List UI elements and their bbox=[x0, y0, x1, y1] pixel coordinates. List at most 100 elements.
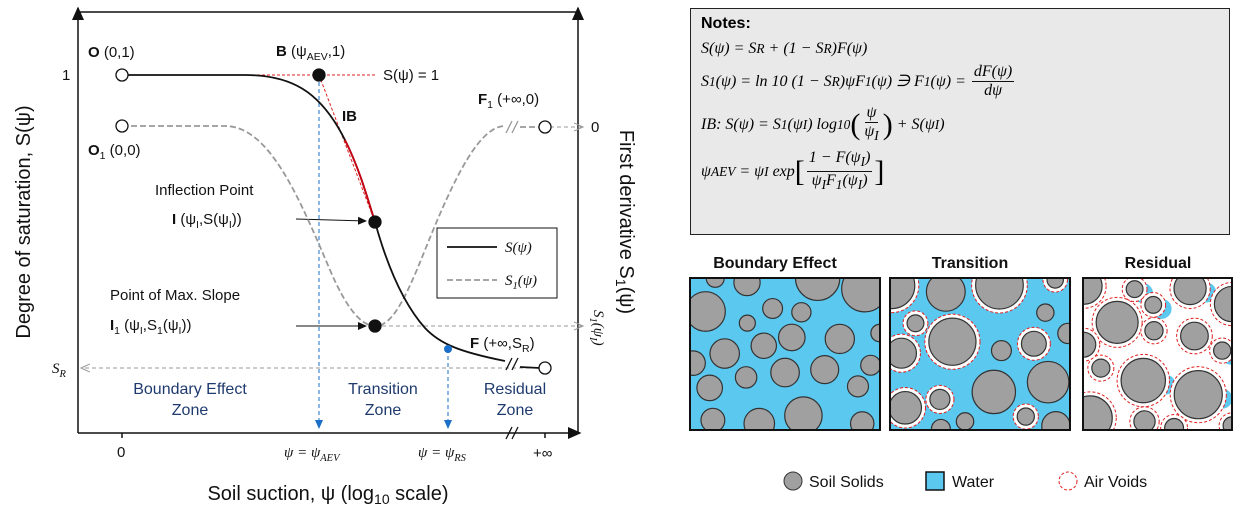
legend-label: S1(ψ) bbox=[505, 273, 537, 292]
soil-solid bbox=[791, 302, 812, 323]
text-run: Zone bbox=[365, 402, 402, 419]
text-run: 1 bbox=[100, 150, 106, 162]
text-run: Boundary Effect bbox=[133, 381, 247, 398]
text-run: S bbox=[701, 72, 709, 90]
text-run: 1 − F(ψ bbox=[808, 149, 861, 167]
soil-solid bbox=[890, 278, 916, 310]
bracket: ( bbox=[850, 107, 861, 141]
text-run: 0 bbox=[591, 119, 599, 136]
text-run: (0,1) bbox=[100, 44, 135, 61]
tick-label: S1(ψI) bbox=[587, 310, 606, 346]
text-run: ψ bbox=[701, 162, 711, 180]
soil-solid bbox=[928, 317, 977, 366]
subscript: 1 bbox=[923, 73, 931, 89]
subscript: 1 bbox=[780, 116, 788, 132]
zone-label: Transition bbox=[348, 381, 418, 398]
text-run: scale) bbox=[390, 483, 449, 505]
text-run: + S(ψ bbox=[892, 115, 935, 133]
soil-solid bbox=[734, 366, 758, 389]
legend-label: Water bbox=[952, 474, 995, 491]
text-run: I bbox=[140, 325, 143, 337]
tick-label: 0 bbox=[117, 444, 125, 461]
text-run: ) bbox=[530, 335, 535, 352]
text-run: S(ψ) = 1 bbox=[383, 67, 439, 84]
tick-label: ψ = ψAEV bbox=[284, 445, 341, 464]
text-run: ψ = ψ bbox=[418, 445, 455, 461]
text-run: 10 bbox=[374, 491, 390, 507]
point-label: B (ψAEV,1) bbox=[276, 43, 345, 63]
text-run: S bbox=[590, 310, 606, 318]
text-run: (ψ bbox=[287, 43, 307, 60]
tick-label: 1 bbox=[62, 67, 70, 84]
text-run: I bbox=[196, 219, 199, 231]
text-run: Transition bbox=[932, 255, 1008, 272]
subscript: I bbox=[857, 177, 863, 193]
soil-solid bbox=[696, 374, 724, 402]
soil-solid bbox=[929, 388, 951, 411]
numerator: dF(ψ) bbox=[971, 63, 1015, 82]
soil-solid bbox=[975, 278, 1024, 310]
denominator: ψIF1(ψI) bbox=[810, 172, 870, 194]
soil-solid bbox=[1133, 410, 1156, 430]
text-run: Soil suction, ψ (log bbox=[207, 483, 374, 505]
legend-label: Air Voids bbox=[1084, 474, 1147, 491]
text-run: (ψ bbox=[163, 317, 179, 334]
notes-title: Notes: bbox=[701, 15, 751, 32]
text-run: 1 bbox=[62, 67, 70, 84]
soil-solid bbox=[743, 407, 776, 430]
zone-label: Boundary Effect bbox=[133, 381, 247, 398]
text-run: F bbox=[470, 335, 479, 352]
text-run: Transition bbox=[348, 381, 418, 398]
text-run: ψ bbox=[811, 172, 822, 190]
soil-solid bbox=[1095, 300, 1139, 344]
legend-box bbox=[436, 227, 558, 299]
soil-solid bbox=[1173, 278, 1207, 306]
panel-frame bbox=[689, 277, 881, 431]
text-run: (ψ) bbox=[615, 287, 637, 315]
soil-solid bbox=[860, 354, 880, 376]
text-run: Soil Solids bbox=[809, 474, 884, 491]
tick-label: +∞ bbox=[533, 445, 553, 462]
text-run: IB: S(ψ) = S bbox=[701, 115, 781, 133]
y-axis-label: Degree of saturation, S(ψ) bbox=[13, 105, 35, 338]
text-run: Inflection Point bbox=[155, 182, 254, 199]
panel-frame bbox=[1082, 277, 1233, 431]
text-run: Boundary Effect bbox=[713, 255, 837, 272]
soil-solid bbox=[824, 323, 856, 355]
soil-solid bbox=[1026, 360, 1070, 404]
point-label: F1 (+∞,0) bbox=[478, 91, 539, 111]
fraction: 1 − F(ψI) ψIF1(ψI) bbox=[806, 149, 873, 194]
annotation: Point of Max. Slope bbox=[110, 287, 240, 304]
text-run: Zone bbox=[497, 402, 534, 419]
subscript: I bbox=[821, 177, 827, 193]
text-run: O bbox=[88, 44, 100, 61]
text-run: (+∞,S bbox=[479, 335, 522, 352]
tick-label: ψ = ψRS bbox=[418, 445, 467, 464]
text-run: Air Voids bbox=[1084, 474, 1147, 491]
text-run: (ψ) = bbox=[930, 72, 970, 90]
zone-label: Zone bbox=[365, 402, 402, 419]
text-run: 1 bbox=[613, 279, 629, 287]
text-run: Degree of saturation, S(ψ) bbox=[13, 105, 35, 338]
text-run: IB bbox=[342, 108, 357, 125]
fraction: ψ ψI bbox=[862, 104, 880, 145]
text-run: (ψ) = ln 10 (1 − S bbox=[715, 72, 832, 90]
panel-title: Transition bbox=[932, 255, 1008, 272]
text-run: = ψ bbox=[735, 162, 765, 180]
text-run: I bbox=[587, 336, 598, 341]
text-run: (ψ) bbox=[518, 273, 537, 289]
text-run: ,S bbox=[143, 317, 157, 334]
text-run: )) bbox=[232, 211, 242, 228]
soil-solid bbox=[1173, 370, 1223, 420]
numerator: 1 − F(ψI) bbox=[806, 149, 873, 173]
material-legend bbox=[783, 471, 1078, 491]
text-run: Residual bbox=[1125, 255, 1192, 272]
text-run: O bbox=[88, 142, 100, 159]
text-run: + (1 − S bbox=[764, 40, 824, 57]
soil-solid bbox=[906, 314, 925, 333]
soil-solid bbox=[1020, 330, 1047, 357]
x-axis-label: Soil suction, ψ (log10 scale) bbox=[207, 483, 448, 507]
point-label: O1 (0,0) bbox=[88, 142, 141, 162]
denominator: dψ bbox=[982, 82, 1004, 100]
